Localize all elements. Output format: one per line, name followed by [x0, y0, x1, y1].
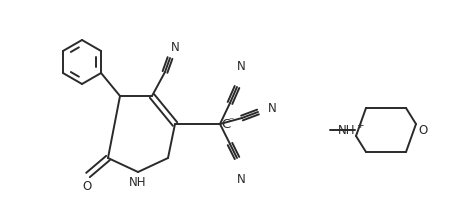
Text: N: N: [171, 41, 180, 54]
Text: N: N: [268, 101, 277, 114]
Text: NH: NH: [338, 123, 355, 136]
Text: NH: NH: [129, 176, 147, 189]
Text: N: N: [237, 173, 245, 186]
Text: O: O: [418, 123, 427, 136]
Text: +: +: [356, 121, 364, 130]
Text: N: N: [237, 60, 245, 73]
Text: ⁻: ⁻: [228, 116, 234, 126]
Text: C: C: [221, 117, 230, 130]
Text: O: O: [82, 180, 92, 193]
